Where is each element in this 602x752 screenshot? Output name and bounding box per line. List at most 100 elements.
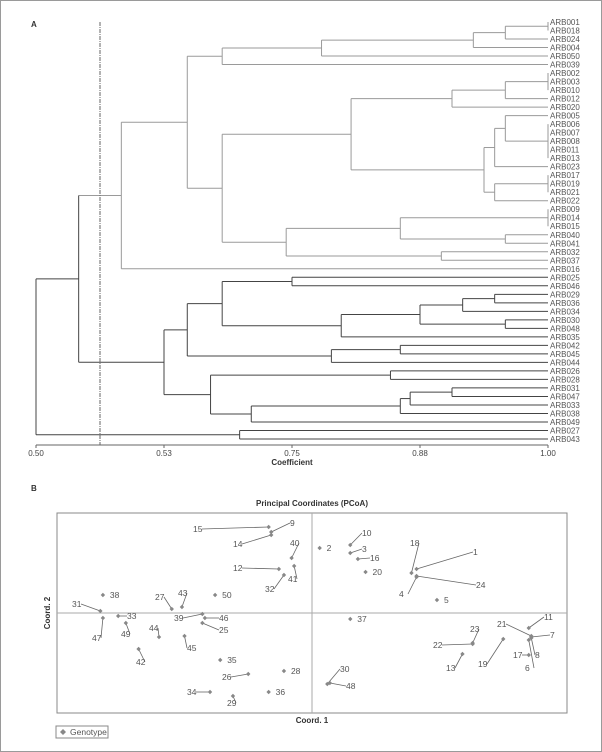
leaf-label-arb045: ARB045 [550,350,580,359]
leader-line-9 [271,522,291,533]
leaf-label-arb025: ARB025 [550,273,580,282]
leaf-label-arb032: ARB032 [550,248,580,257]
pcoa-title: Principal Coordinates (PCoA) [256,499,368,508]
point-label-29: 29 [227,698,237,708]
genotype-point-41 [291,563,297,569]
genotype-point-46 [202,615,208,621]
genotype-point-5 [434,597,440,603]
x-tick-label: 0.50 [28,449,44,458]
genotype-point-40 [289,555,294,561]
panel-b-label: B [31,484,37,493]
genotype-point-47 [100,615,106,621]
leaf-label-arb050: ARB050 [550,52,580,61]
leaf-label-arb015: ARB015 [550,222,580,231]
leaf-label-arb040: ARB040 [550,231,580,240]
leader-line-47 [100,617,104,639]
leader-line-10 [349,532,363,546]
leader-line-45 [184,635,188,649]
genotype-point-50 [212,592,218,598]
leader-line-19 [486,638,504,665]
legend-box [55,725,109,739]
genotype-point-12 [276,566,282,572]
leaf-label-arb049: ARB049 [550,418,580,427]
point-label-2: 2 [327,543,332,553]
point-label-28: 28 [291,666,301,676]
leader-line-1 [416,551,474,570]
point-label-7: 7 [550,630,555,640]
leader-line-25 [202,622,220,631]
leader-line-22 [441,643,473,646]
genotype-point-37 [348,616,353,622]
point-label-40: 40 [290,538,300,548]
genotype-point-32 [281,572,287,578]
leaf-label-arb008: ARB008 [550,137,580,146]
pcoa-x-axis-label: Coord. 1 [296,716,329,725]
leader-line-27 [163,596,173,610]
leaf-label-arb028: ARB028 [550,375,580,384]
leaf-label-arb014: ARB014 [550,214,580,223]
leader-line-11 [528,616,545,629]
point-label-1: 1 [473,547,478,557]
dendrogram-x-axis-label: Coefficient [271,458,313,467]
leaf-label-arb011: ARB011 [550,146,580,155]
point-label-43: 43 [178,588,188,598]
leaf-label-arb010: ARB010 [550,86,580,95]
point-label-22: 22 [433,640,443,650]
point-label-23: 23 [470,624,480,634]
leader-line-6 [528,639,535,669]
leader-line-13 [454,653,463,669]
genotype-point-36 [266,689,271,695]
genotype-point-25 [200,620,205,626]
leaf-label-arb029: ARB029 [550,290,580,299]
leaf-label-arb003: ARB003 [550,78,580,87]
point-label-50: 50 [222,590,232,600]
point-label-20: 20 [373,567,383,577]
leaf-label-arb023: ARB023 [550,163,580,172]
genotype-point-48 [327,680,333,686]
point-label-39: 39 [174,613,184,623]
point-label-5: 5 [444,595,449,605]
leaf-label-arb012: ARB012 [550,95,580,104]
point-label-36: 36 [276,687,286,697]
leaf-label-arb038: ARB038 [550,409,580,418]
genotype-point-13 [460,651,465,657]
point-label-31: 31 [72,599,82,609]
genotype-point-49 [123,620,129,626]
point-label-33: 33 [127,611,137,621]
genotype-point-1 [414,566,419,572]
leaf-label-arb002: ARB002 [550,69,580,78]
leaf-label-arb019: ARB019 [550,180,580,189]
legend-diamond-marker-icon [60,729,66,735]
leader-line-18 [411,542,420,574]
leaf-label-arb024: ARB024 [550,35,580,44]
genotype-point-24 [414,573,419,579]
point-label-24: 24 [476,580,486,590]
point-label-16: 16 [370,553,380,563]
point-label-13: 13 [446,663,456,673]
leader-line-15 [201,526,269,530]
leaf-label-arb039: ARB039 [550,61,580,70]
point-label-9: 9 [290,518,295,528]
leader-line-43 [181,592,188,608]
genotype-point-33 [116,613,121,619]
genotype-point-43 [179,604,185,610]
x-tick-label: 0.53 [156,449,172,458]
genotype-point-20 [363,569,368,575]
leader-line-4 [407,576,417,595]
leaf-label-arb017: ARB017 [550,171,580,180]
point-label-14: 14 [233,539,243,549]
leaf-label-arb037: ARB037 [550,256,580,265]
leader-line-31 [80,603,101,612]
leaf-label-arb001: ARB001 [550,18,580,27]
point-label-10: 10 [362,528,372,538]
genotype-point-11 [526,625,531,631]
panel-a-label: A [31,20,37,29]
leaf-label-arb006: ARB006 [550,120,580,129]
point-label-6: 6 [525,663,530,673]
leaf-label-arb033: ARB033 [550,401,580,410]
point-label-8: 8 [535,650,540,660]
leaf-label-arb007: ARB007 [550,129,580,138]
point-label-34: 34 [187,687,197,697]
point-label-41: 41 [288,574,298,584]
